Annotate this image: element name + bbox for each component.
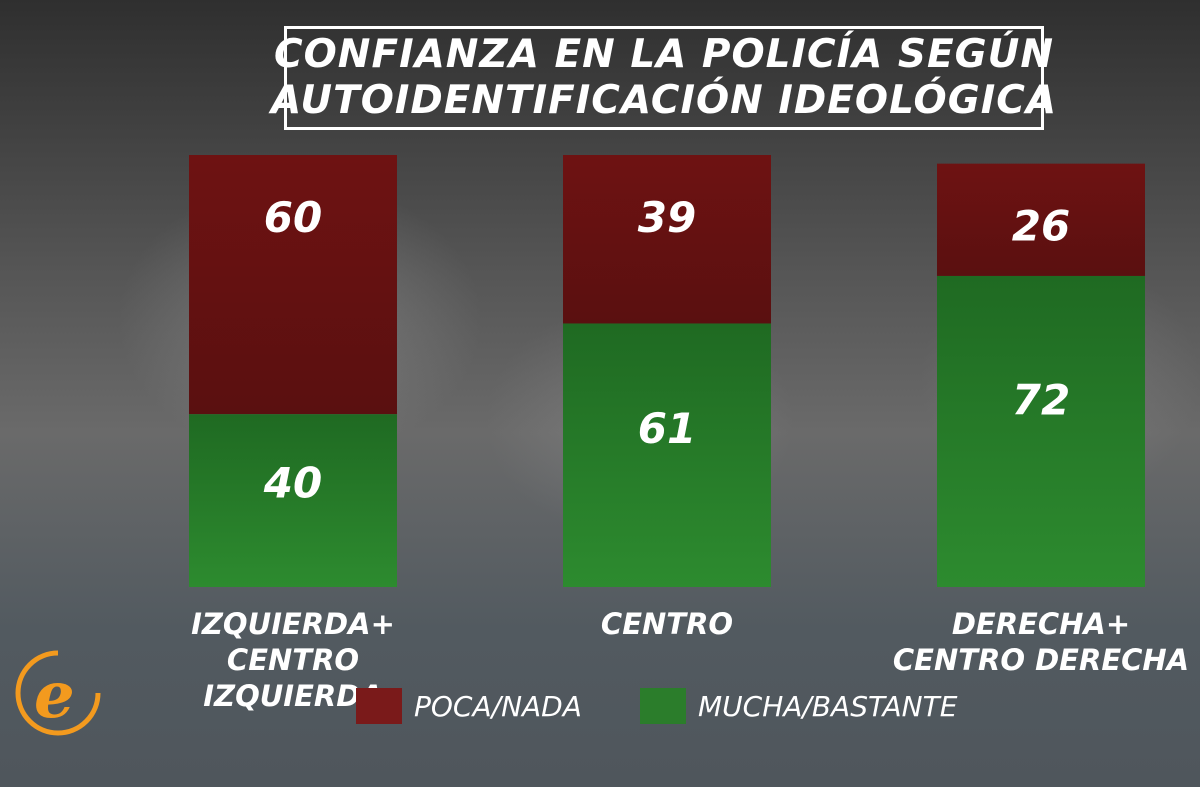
bar-poca-nada-centro [563, 155, 771, 324]
brand-logo-icon: e [15, 650, 101, 736]
value-label-mucha-bastante-izquierda: 40 [263, 458, 322, 507]
legend-item-poca-nada: POCA/NADA [356, 688, 582, 724]
bar-poca-nada-izquierda [189, 155, 397, 415]
chart-title-box: CONFIANZA EN LA POLICÍA SEGÚN AUTOIDENTI… [271, 26, 1056, 130]
bar-mucha-bastante-derecha [937, 275, 1145, 587]
chart-title-line-1: CONFIANZA EN LA POLICÍA SEGÚN [274, 32, 1054, 77]
chart-title-line-2: AUTOIDENTIFICACIÓN IDEOLÓGICA [271, 78, 1058, 123]
value-label-mucha-bastante-derecha: 72 [1012, 375, 1070, 424]
legend-label-mucha-bastante: MUCHA/BASTANTE [698, 689, 958, 723]
legend-swatch-mucha-bastante [640, 688, 686, 724]
bar-mucha-bastante-centro [563, 323, 771, 587]
value-label-mucha-bastante-centro: 61 [638, 404, 696, 453]
logo-letter: e [34, 658, 75, 733]
legend-swatch-poca-nada [356, 688, 402, 724]
legend-item-mucha-bastante: MUCHA/BASTANTE [640, 688, 957, 724]
bar-mucha-bastante-izquierda [189, 414, 397, 587]
value-label-poca-nada-izquierda: 60 [264, 193, 322, 242]
bar-poca-nada-derecha [937, 163, 1145, 276]
category-label-izquierda: IZQUIERDA+ CENTRO IZQUIERDA [191, 607, 395, 713]
category-label-derecha: DERECHA+ CENTRO DERECHA [892, 607, 1190, 677]
legend-label-poca-nada: POCA/NADA [414, 689, 582, 723]
value-label-poca-nada-centro: 39 [638, 193, 696, 242]
value-label-poca-nada-derecha: 26 [1012, 202, 1070, 251]
category-label-centro: CENTRO [600, 607, 734, 641]
